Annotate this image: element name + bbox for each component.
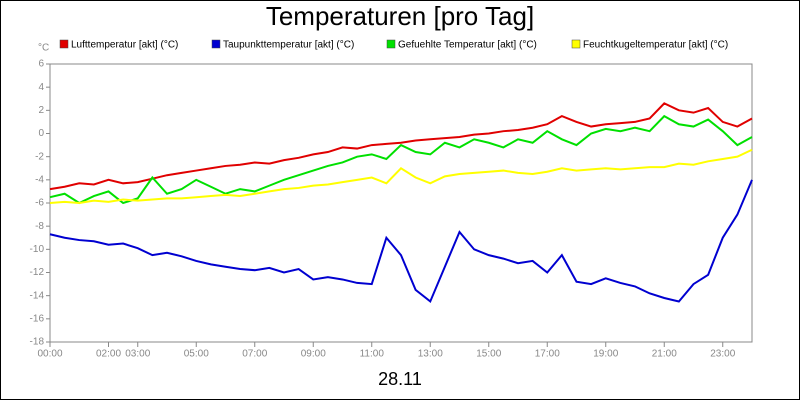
y-tick-label: -4 xyxy=(35,174,44,185)
y-tick-label: -6 xyxy=(35,198,44,209)
series-line xyxy=(49,148,753,205)
x-tick-label: 23:00 xyxy=(710,349,735,360)
y-tick-label: -10 xyxy=(30,244,45,255)
x-tick-label: 13:00 xyxy=(418,349,443,360)
legend-swatch xyxy=(59,39,69,49)
legend-label: Taupunkttemperatur [akt] (°C) xyxy=(223,40,354,51)
x-tick-label: 00:00 xyxy=(37,349,62,360)
x-tick-label: 03:00 xyxy=(125,349,150,360)
x-tick-label: 09:00 xyxy=(301,349,326,360)
legend-swatch xyxy=(386,39,396,49)
legend-swatch xyxy=(571,39,581,49)
series-line xyxy=(49,179,753,304)
plot-area xyxy=(49,63,753,343)
legend-label: Feuchtkugeltemperatur [akt] (°C) xyxy=(583,40,728,51)
y-tick-label: -16 xyxy=(30,313,45,324)
legend-label: Gefuehlte Temperatur [akt] (°C) xyxy=(398,40,537,51)
legend-label: Lufttemperatur [akt] (°C) xyxy=(71,40,178,51)
y-tick-label: -2 xyxy=(35,151,44,162)
legend-swatch xyxy=(211,39,221,49)
y-unit: °C xyxy=(38,43,49,54)
y-tick-label: -14 xyxy=(30,290,45,301)
x-tick-label: 15:00 xyxy=(476,349,501,360)
x-tick-label: 21:00 xyxy=(652,349,677,360)
y-tick-label: 6 xyxy=(38,59,44,70)
y-tick-label: 4 xyxy=(38,82,44,93)
x-tick-label: 19:00 xyxy=(593,349,618,360)
x-tick-label: 02:00 xyxy=(96,349,121,360)
y-tick-label: -18 xyxy=(30,337,45,348)
series-line xyxy=(49,114,753,205)
x-label: 28.11 xyxy=(378,369,422,389)
x-tick-label: 07:00 xyxy=(242,349,267,360)
chart-title: Temperaturen [pro Tag] xyxy=(266,1,534,31)
x-tick-label: 11:00 xyxy=(360,349,385,360)
y-tick-label: -12 xyxy=(30,267,45,278)
y-tick-label: 0 xyxy=(38,128,44,139)
y-tick-label: 2 xyxy=(38,105,44,116)
x-tick-label: 17:00 xyxy=(535,349,560,360)
x-tick-label: 05:00 xyxy=(184,349,209,360)
y-tick-label: -8 xyxy=(35,221,44,232)
series-line xyxy=(49,102,753,191)
